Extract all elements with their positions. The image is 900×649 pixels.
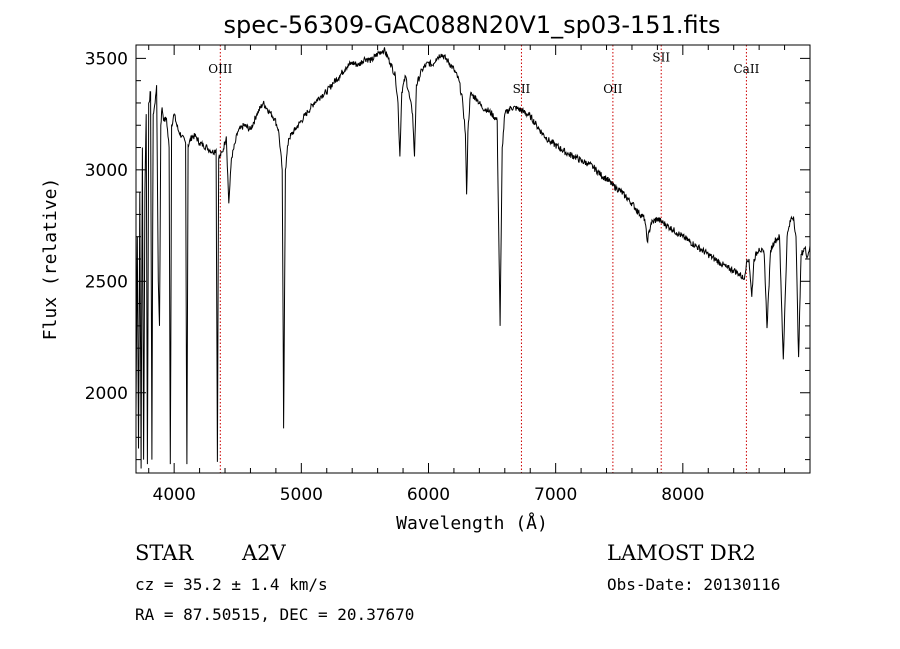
tick-labels: 4000 5000 6000 7000 8000 2000 2500 3000 3500 <box>85 49 705 505</box>
spectrum-line-0 <box>135 47 811 469</box>
obs-date: Obs-Date: 20130116 <box>607 575 780 594</box>
line-marker-label-2: OII <box>603 82 623 96</box>
redshift-info: cz = 35.2 ± 1.4 km/s <box>135 575 328 594</box>
x-tick-label-6000: 6000 <box>407 485 450 505</box>
survey-name: LAMOST DR2 <box>607 541 756 565</box>
plot-frame <box>135 44 811 474</box>
y-tick-label-3500: 3500 <box>85 49 128 69</box>
x-tick-label-5000: 5000 <box>280 485 323 505</box>
line-marker-label-0: OIII <box>208 62 232 76</box>
axis-ticks <box>136 45 811 473</box>
x-axis-label: Wavelength (Å) <box>396 512 548 534</box>
coordinates: RA = 87.50515, DEC = 20.37670 <box>135 605 414 624</box>
series-layer <box>135 47 811 469</box>
x-tick-label-8000: 8000 <box>661 485 704 505</box>
x-tick-label-4000: 4000 <box>153 485 196 505</box>
line-marker-label-3: SII <box>652 51 670 65</box>
x-tick-label-7000: 7000 <box>534 485 577 505</box>
line-marker-label-4: CaII <box>734 62 760 76</box>
y-tick-label-3000: 3000 <box>85 161 128 181</box>
object-subclass: A2V <box>241 541 287 565</box>
chart-title: spec-56309-GAC088N20V1_sp03-151.fits <box>224 11 721 39</box>
y-axis-label: Flux (relative) <box>40 178 61 341</box>
line-marker-label-1: SII <box>513 82 531 96</box>
y-tick-label-2500: 2500 <box>85 272 128 292</box>
y-tick-label-2000: 2000 <box>85 384 128 404</box>
line-marker-layer: OIII SII OII SII CaII <box>208 45 760 473</box>
object-class: STAR <box>135 541 194 565</box>
